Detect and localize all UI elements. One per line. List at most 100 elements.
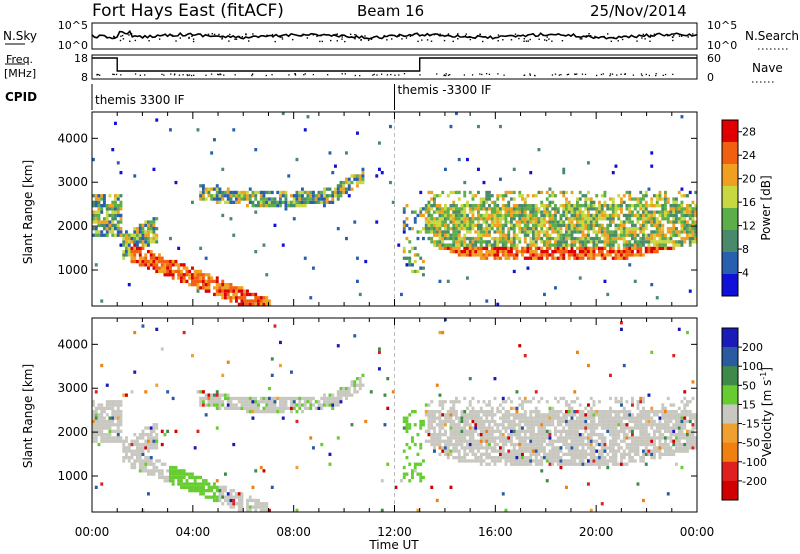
vel-cell bbox=[449, 436, 453, 440]
power-cell bbox=[512, 243, 516, 247]
power-cell bbox=[534, 207, 538, 211]
vel-cell bbox=[138, 452, 142, 456]
vel-cell bbox=[576, 396, 579, 401]
power-cell bbox=[559, 246, 563, 250]
noise-dot bbox=[561, 39, 564, 42]
vel-cell bbox=[578, 436, 582, 440]
vel-cell bbox=[507, 436, 511, 440]
power-cell bbox=[103, 223, 106, 227]
vel-cell bbox=[529, 456, 533, 460]
power-cell bbox=[496, 240, 500, 244]
vel-cell bbox=[427, 423, 431, 427]
power-cell bbox=[268, 197, 271, 201]
vel-cell bbox=[457, 433, 461, 437]
power-cell bbox=[688, 289, 692, 293]
power-cell bbox=[158, 269, 161, 274]
vel-cell bbox=[446, 456, 450, 460]
power-cell bbox=[144, 263, 148, 267]
vel-cell bbox=[149, 442, 153, 447]
power-cell bbox=[251, 200, 255, 204]
power-cell bbox=[202, 283, 205, 287]
vel-cell bbox=[402, 472, 406, 476]
vel-cell bbox=[171, 469, 175, 473]
vel-cell bbox=[180, 472, 183, 476]
vel-cell bbox=[419, 423, 423, 427]
power-cell bbox=[661, 243, 665, 247]
vel-cell bbox=[556, 423, 560, 427]
vel-cell bbox=[281, 403, 285, 407]
vel-cell bbox=[683, 413, 687, 417]
power-cell bbox=[562, 213, 566, 218]
power-cell bbox=[237, 190, 241, 195]
power-cell bbox=[419, 266, 423, 270]
vel-cell bbox=[567, 423, 571, 427]
vel-cell bbox=[144, 459, 148, 463]
vel-cell bbox=[587, 446, 590, 450]
vel-cell bbox=[155, 469, 159, 473]
power-cell bbox=[463, 243, 467, 247]
power-cell bbox=[653, 233, 656, 237]
vel-cell bbox=[589, 410, 593, 414]
power-cell bbox=[471, 240, 475, 244]
power-cell bbox=[647, 217, 651, 221]
noise-dot bbox=[122, 38, 125, 40]
power-cell bbox=[523, 236, 527, 241]
vel-cell bbox=[581, 410, 585, 414]
vel-cell bbox=[155, 465, 159, 470]
power-cell bbox=[116, 213, 120, 218]
power-cell bbox=[452, 230, 456, 234]
vel-cell bbox=[606, 410, 610, 414]
vel-cell bbox=[499, 439, 502, 443]
power-cell bbox=[402, 223, 406, 227]
power-cell bbox=[653, 220, 656, 224]
vel-cell bbox=[466, 416, 469, 420]
nave-dot bbox=[640, 73, 643, 75]
vel-cell bbox=[512, 433, 516, 437]
noise-dot bbox=[383, 34, 385, 37]
vel-cell bbox=[474, 413, 478, 417]
vel-cell bbox=[468, 449, 472, 453]
vel-cell bbox=[620, 321, 623, 325]
vel-cell bbox=[573, 452, 577, 456]
power-cell bbox=[446, 210, 450, 214]
power-cell bbox=[540, 220, 544, 224]
vel-cell bbox=[204, 403, 208, 407]
nave-dot bbox=[581, 73, 584, 75]
power-cell bbox=[419, 256, 423, 260]
power-cell bbox=[221, 292, 225, 297]
vel-cell bbox=[235, 396, 238, 401]
power-cell bbox=[314, 197, 318, 201]
vel-cell bbox=[642, 442, 645, 447]
power-cell bbox=[609, 213, 612, 218]
power-cell bbox=[257, 296, 260, 300]
vel-cell bbox=[251, 485, 255, 489]
nave-dot bbox=[620, 73, 622, 75]
noise-dot bbox=[692, 33, 694, 35]
power-cell bbox=[441, 220, 445, 224]
power-cell bbox=[158, 259, 161, 264]
vel-cell bbox=[427, 429, 431, 433]
vel-cell bbox=[559, 396, 563, 401]
vel-cell bbox=[504, 508, 508, 512]
vel-cell bbox=[441, 446, 445, 450]
power-cell bbox=[617, 256, 621, 260]
power-cell bbox=[452, 220, 456, 224]
plot-title: Fort Hays East (fitACF) bbox=[92, 1, 284, 21]
power-cell bbox=[504, 250, 508, 254]
vel-cell bbox=[485, 452, 489, 456]
nave-dot bbox=[558, 74, 560, 76]
power-cell bbox=[155, 227, 159, 231]
vel-cell bbox=[603, 426, 607, 430]
power-cell bbox=[631, 253, 634, 257]
power-cell bbox=[301, 187, 304, 191]
power-cell bbox=[430, 236, 434, 241]
power-cell bbox=[512, 217, 516, 221]
power-cell bbox=[232, 286, 236, 290]
nave-dot bbox=[144, 74, 146, 76]
vel-cell bbox=[688, 436, 692, 440]
power-cell bbox=[130, 233, 134, 237]
power-cell bbox=[534, 250, 538, 254]
vel-cell bbox=[543, 426, 546, 430]
vel-cell bbox=[444, 439, 447, 443]
